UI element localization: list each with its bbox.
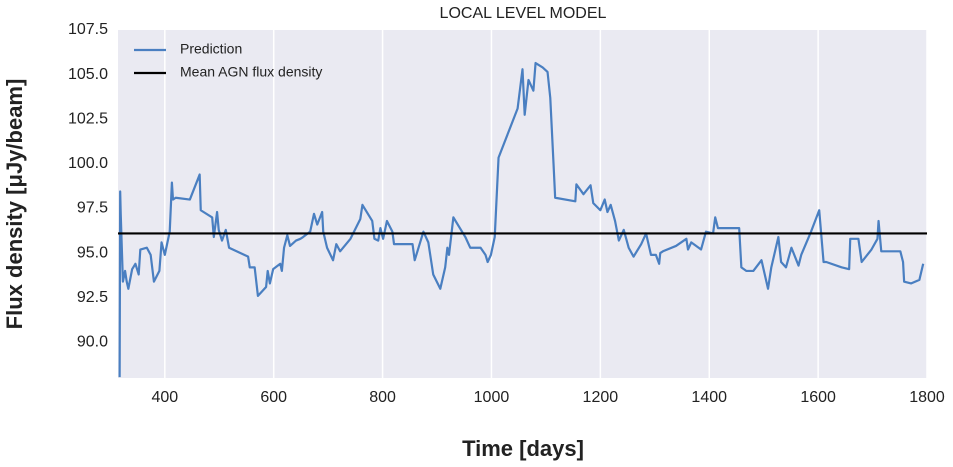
x-tick-label: 1400 — [691, 389, 727, 406]
y-tick-label: 100.0 — [68, 155, 108, 172]
y-tick-label: 95.0 — [77, 244, 108, 261]
x-tick-label: 1200 — [583, 389, 619, 406]
y-axis-label: Flux density [μJy/beam] — [2, 79, 27, 330]
chart-title: LOCAL LEVEL MODEL — [440, 5, 607, 22]
y-tick-label: 107.5 — [68, 21, 108, 38]
marks — [118, 61, 927, 378]
x-tick-label: 1000 — [474, 389, 510, 406]
x-tick-label: 600 — [260, 389, 287, 406]
x-tick-label: 800 — [369, 389, 396, 406]
data-line — [118, 61, 925, 378]
x-axis-label: Time [days] — [462, 436, 584, 461]
x-tick-label: 1800 — [909, 389, 945, 406]
y-tick-label: 92.5 — [77, 289, 108, 306]
y-tick-label: 102.5 — [68, 110, 108, 127]
x-tick-label: 400 — [151, 389, 178, 406]
legend-label: Mean AGN flux density — [180, 64, 322, 80]
legend: Prediction Mean AGN flux density — [134, 41, 322, 80]
x-tick-label: 1600 — [800, 389, 836, 406]
y-tick-label: 97.5 — [77, 200, 108, 217]
legend-label: Prediction — [180, 41, 242, 57]
y-tick-label: 90.0 — [77, 334, 108, 351]
grid — [164, 30, 928, 378]
y-tick-label: 105.0 — [68, 66, 108, 83]
